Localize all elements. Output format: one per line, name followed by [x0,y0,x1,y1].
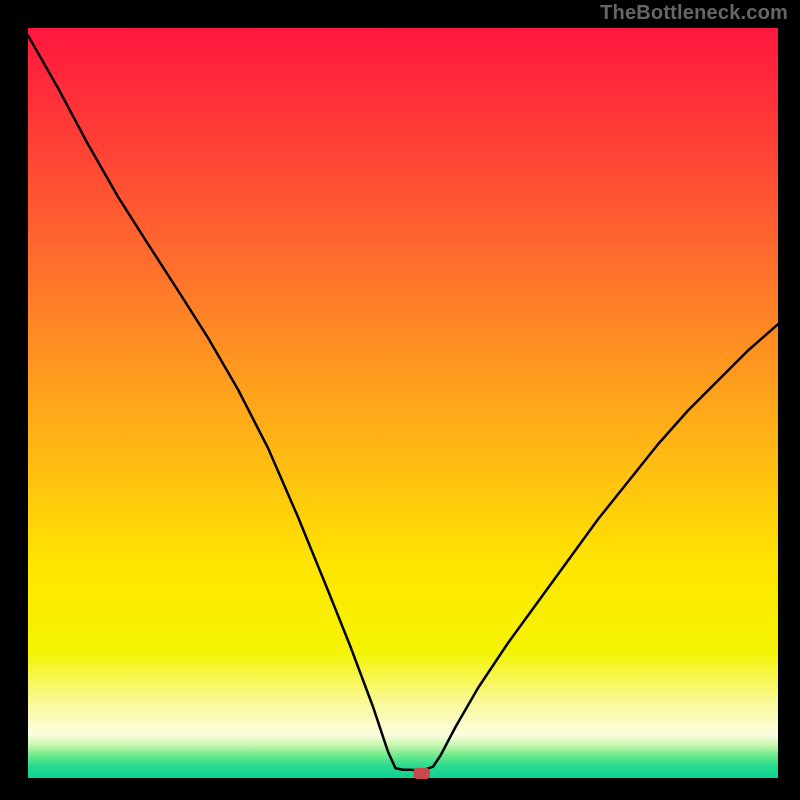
watermark-text: TheBottleneck.com [600,2,788,25]
valley-marker [414,768,431,779]
chart-background-gradient [28,28,778,778]
bottleneck-curve-chart [0,0,800,800]
chart-container: { "watermark": { "text": "TheBottleneck.… [0,0,800,800]
